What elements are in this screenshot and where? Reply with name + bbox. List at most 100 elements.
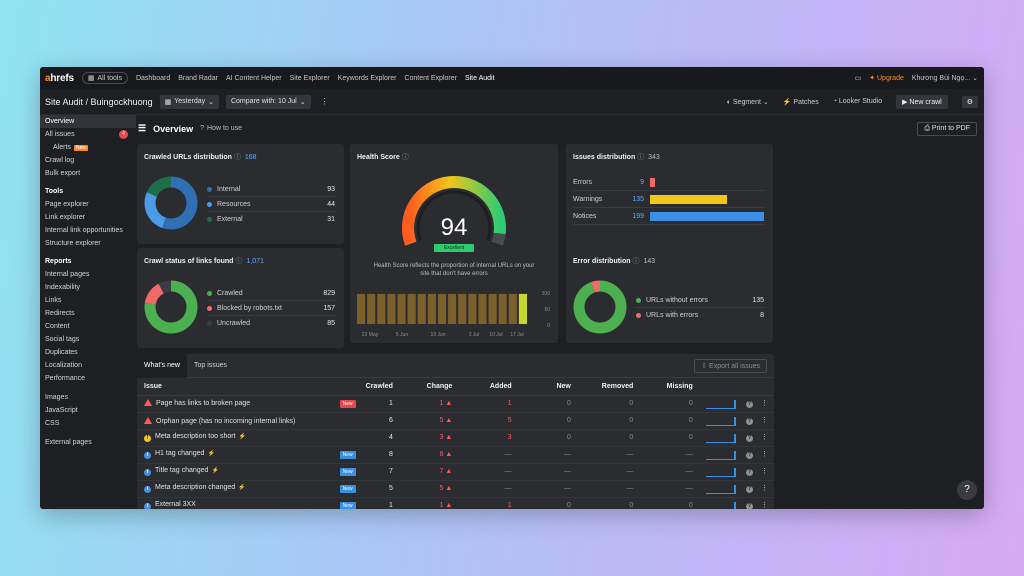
sidebar-item-images[interactable]: Images <box>45 394 68 401</box>
col-new[interactable]: New <box>517 378 577 396</box>
issue-cell[interactable]: ! Meta description too short ⚡ <box>137 429 366 447</box>
issues-count[interactable]: 199 <box>632 213 644 220</box>
table-row[interactable]: i External 3XX New 1 1 ▲ 1 0 0 0? ⋮ <box>137 497 774 509</box>
help-icon[interactable]: ? <box>746 452 753 460</box>
health-bar-3[interactable] <box>387 293 396 324</box>
info-icon[interactable]: ⓘ <box>401 154 409 161</box>
sidebar-item-content[interactable]: Content <box>45 323 70 330</box>
sidebar-item-all-issues[interactable]: All issues 4 <box>40 128 136 141</box>
col-issue[interactable]: Issue <box>137 378 366 396</box>
sidebar-item-page-explorer[interactable]: Page explorer <box>45 201 89 208</box>
more-vertical-icon[interactable]: ⋮ <box>761 451 768 459</box>
menu-icon[interactable]: ☰ <box>138 123 147 133</box>
sidebar-item-performance[interactable]: Performance <box>45 375 86 382</box>
how-to-use-link[interactable]: ? How to use <box>200 125 243 132</box>
sidebar-item-internal-link-opportunities[interactable]: Internal link opportunities <box>45 227 123 234</box>
issue-name[interactable]: Meta description too short <box>155 433 236 440</box>
issues-row-warnings[interactable]: Warnings 135 <box>573 192 765 208</box>
issue-cell[interactable]: i Meta description changed ⚡ New <box>137 480 366 498</box>
issue-name[interactable]: Orphan page (has no incoming internal li… <box>156 417 296 425</box>
sidebar-item-link-explorer[interactable]: Link explorer <box>45 214 86 221</box>
legend-item[interactable]: Blocked by robots.txt 157 <box>207 301 335 316</box>
col-removed[interactable]: Removed <box>576 378 640 396</box>
issue-cell[interactable]: Orphan page (has no incoming internal li… <box>137 412 366 430</box>
legend-item[interactable]: Resources 44 <box>207 197 335 212</box>
info-icon[interactable]: ⓘ <box>637 154 645 161</box>
export-all-issues-button[interactable]: ⇩ Export all issues <box>694 358 767 373</box>
nav-dashboard[interactable]: Dashboard <box>135 74 171 82</box>
health-bar-14[interactable] <box>498 293 507 324</box>
col-change[interactable]: Change <box>398 378 459 396</box>
table-row[interactable]: i Title tag changed ⚡ New 7 7 ▲ — — — —? ⋮ <box>137 463 774 481</box>
health-bar-8[interactable] <box>437 293 447 324</box>
issue-name[interactable]: Page has links to broken page <box>156 400 251 407</box>
sidebar-item-javascript[interactable]: JavaScript <box>45 407 78 414</box>
tab-whats-new[interactable]: What's new <box>137 354 187 378</box>
crawled-urls-slice-2[interactable] <box>144 176 198 230</box>
segment-button[interactable]: ◐ Segment ⌄ <box>726 98 769 106</box>
sidebar-item-links[interactable]: Links <box>45 297 62 304</box>
issue-cell[interactable]: i H1 tag changed ⚡ New <box>137 446 366 464</box>
health-bar-9[interactable] <box>448 293 457 324</box>
ahrefs-logo[interactable]: ahrefs <box>45 72 74 84</box>
health-bar-2[interactable] <box>377 293 386 324</box>
issue-cell[interactable]: i External 3XX New <box>137 497 366 509</box>
issue-name[interactable]: H1 tag changed <box>155 450 205 457</box>
error-distribution-slice-0[interactable] <box>573 280 627 334</box>
health-bar-5[interactable] <box>407 293 416 324</box>
sidebar-item-alerts[interactable]: Alerts New <box>53 144 88 151</box>
new-crawl-button[interactable]: ▶ New crawl <box>896 94 948 109</box>
sidebar-item-bulk-export[interactable]: Bulk export <box>45 170 81 177</box>
more-vertical-icon[interactable]: ⋮ <box>761 400 768 408</box>
sidebar-item-structure-explorer[interactable]: Structure explorer <box>45 240 101 247</box>
issues-count[interactable]: 135 <box>632 196 644 203</box>
crawled-urls-slice-1[interactable] <box>144 176 198 230</box>
health-bar-6[interactable] <box>417 293 426 324</box>
legend-item[interactable]: URLs without errors 135 <box>636 293 764 308</box>
more-vertical-icon[interactable]: ⋮ <box>761 468 768 476</box>
table-row[interactable]: Orphan page (has no incoming internal li… <box>137 412 774 430</box>
patches-button[interactable]: ⚡ Patches <box>782 98 819 106</box>
sidebar-item-css[interactable]: CSS <box>45 420 60 427</box>
col-crawled[interactable]: Crawled <box>365 378 399 396</box>
crawl-status-slice-2[interactable] <box>144 280 198 334</box>
issue-cell[interactable]: i Title tag changed ⚡ New <box>137 463 366 481</box>
health-bar-10[interactable] <box>458 293 467 324</box>
nav-site-audit[interactable]: Site Audit <box>464 74 495 82</box>
help-icon[interactable]: ? <box>746 435 753 443</box>
monitor-icon[interactable]: ▭ <box>854 75 862 82</box>
legend-item[interactable]: Crawled 829 <box>207 286 335 301</box>
error-distribution-slice-1[interactable] <box>573 280 627 334</box>
user-menu[interactable]: Khương Bùi Ngọ... ⌄ <box>911 75 978 82</box>
health-bar-13[interactable] <box>488 293 497 324</box>
more-vertical-icon[interactable]: ⋮ <box>761 434 768 442</box>
table-row[interactable]: Page has links to broken page New 1 1 ▲ 1 0 0 0… <box>137 395 774 413</box>
sidebar-item-social-tags[interactable]: Social tags <box>45 336 80 343</box>
table-row[interactable]: i Meta description changed ⚡ New 5 5 ▲ — — — —? ⋮ <box>137 480 774 498</box>
help-icon[interactable]: ? <box>746 418 753 426</box>
sidebar-item-crawl-log[interactable]: Crawl log <box>45 157 75 164</box>
nav-keywords-explorer[interactable]: Keywords Explorer <box>337 74 397 82</box>
legend-item[interactable]: External 31 <box>207 212 335 227</box>
print-pdf-button[interactable]: ⎙ Print to PDF <box>917 122 977 136</box>
nav-ai-content-helper[interactable]: AI Content Helper <box>225 74 282 82</box>
help-icon[interactable]: ? <box>746 401 753 409</box>
issue-name[interactable]: Meta description changed <box>155 484 236 491</box>
issue-name[interactable]: External 3XX <box>155 501 196 508</box>
health-bar-15[interactable] <box>508 293 517 324</box>
sidebar-item-localization[interactable]: Localization <box>45 362 82 369</box>
more-vertical-icon[interactable]: ⋮ <box>761 502 768 509</box>
issues-row-errors[interactable]: Errors 9 <box>573 175 765 191</box>
more-vertical-icon[interactable]: ⋮ <box>761 417 768 425</box>
issues-count[interactable]: 9 <box>640 179 644 186</box>
more-vertical-icon[interactable]: ⋮ <box>761 485 768 493</box>
health-bar-7[interactable] <box>427 293 436 324</box>
help-button[interactable]: ? <box>957 480 977 500</box>
compare-select[interactable]: Compare with: 10 Jul ⌄ <box>225 94 311 109</box>
health-bar-12[interactable] <box>478 293 487 324</box>
health-bar-11[interactable] <box>468 293 477 324</box>
legend-item[interactable]: Internal 93 <box>207 182 335 197</box>
legend-item[interactable]: URLs with errors 8 <box>636 308 764 323</box>
sidebar-item-indexability[interactable]: Indexability <box>45 284 81 291</box>
info-icon[interactable]: ⓘ <box>235 258 243 265</box>
